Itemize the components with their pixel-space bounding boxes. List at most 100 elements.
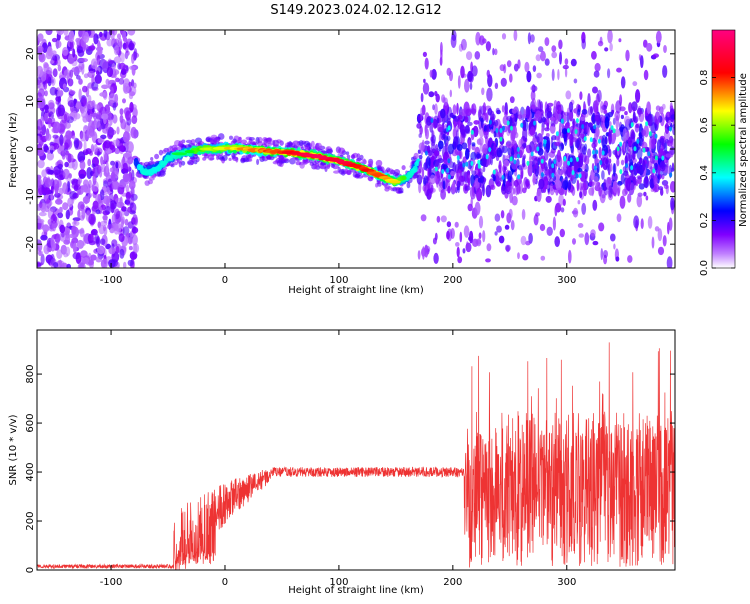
spectrogram-blob: [416, 174, 423, 185]
spectrogram-blob: [668, 217, 673, 231]
spectrogram-blob: [58, 259, 63, 266]
spectrogram-blob: [595, 149, 599, 155]
spectrogram-blob: [80, 58, 88, 63]
spectrogram-blob: [449, 70, 453, 82]
spectrogram-blob: [600, 248, 604, 261]
spectrogram-blob: [498, 235, 505, 244]
spectrogram-blob: [485, 184, 492, 198]
spectrogram-blob: [624, 115, 631, 126]
spectrogram-blob: [485, 41, 491, 52]
spectrogram-blob: [460, 38, 467, 51]
spectrogram-blob: [90, 254, 97, 261]
spectrogram-blob: [511, 195, 518, 206]
spectrogram-blob: [486, 87, 493, 102]
spectrogram-blob: [672, 124, 675, 129]
spectrogram-blob: [313, 163, 318, 170]
spectrogram-blob: [564, 58, 569, 66]
spectrogram-blob: [517, 252, 520, 260]
spectrogram-blob: [295, 161, 302, 166]
spectrogram-blob: [592, 199, 598, 211]
spectrogram-blob: [669, 181, 675, 193]
spectrogram-blob: [96, 236, 101, 248]
spectrogram-blob: [310, 140, 315, 148]
y-tick-label: 10: [25, 95, 36, 108]
spectrogram-blob: [539, 101, 544, 112]
spectrogram-blob: [38, 52, 46, 63]
spectrogram-blob: [346, 170, 352, 175]
spectrogram-blob: [568, 249, 572, 264]
spectrogram-blob: [457, 256, 463, 264]
spectrogram-blob: [608, 121, 612, 127]
spectrogram-blob: [187, 160, 194, 166]
spectrogram-blob: [461, 142, 468, 150]
spectrogram-blob: [647, 160, 653, 170]
spectrogram-blob: [495, 107, 500, 115]
spectrogram-blob: [598, 222, 605, 232]
spectrogram-blob: [77, 151, 86, 163]
snr-y-label: SNR (10 * v/v): [8, 414, 19, 485]
spectrogram-blob: [281, 158, 289, 162]
spectrogram-blob: [595, 127, 600, 138]
spectrogram-blob: [478, 215, 484, 229]
spectrogram-blob: [452, 104, 457, 116]
spectrogram-blob: [59, 231, 67, 242]
spectrogram-blob: [440, 215, 447, 223]
spectrogram-blob: [594, 62, 601, 72]
spectrogram-blob: [493, 130, 497, 138]
spectrogram-y-label: Frequency (Hz): [8, 112, 19, 188]
spectrogram-blob: [110, 160, 115, 166]
spectrogram-blob: [113, 56, 122, 64]
spectrogram-blob: [446, 221, 452, 228]
spectrogram-blob: [46, 151, 54, 161]
spectrogram-blob: [510, 125, 513, 131]
spectrogram-blob: [84, 125, 91, 130]
spectrogram-blob: [424, 150, 428, 156]
spectrogram-blob: [466, 241, 469, 250]
spectrogram-blob: [127, 132, 131, 141]
spectrogram-blob: [604, 186, 608, 196]
spectrogram-blob: [663, 45, 667, 53]
spectrogram-blob: [555, 131, 559, 137]
spectrogram-blob: [106, 66, 114, 78]
spectrogram-blob: [486, 124, 490, 132]
spectrogram-blob: [647, 216, 653, 229]
spectrogram-blob: [556, 187, 562, 194]
spectrogram-blob: [100, 156, 104, 165]
spectrogram-blob: [463, 225, 470, 238]
spectrogram-blob: [247, 154, 251, 160]
spectrogram-marks: [37, 30, 675, 268]
spectrogram-blob: [47, 149, 51, 154]
snr-marks: [37, 342, 675, 570]
spectrogram-blob: [63, 113, 68, 122]
spectrogram-blob: [96, 54, 101, 66]
spectrogram-blob: [579, 191, 583, 199]
spectrogram-blob: [53, 262, 59, 268]
spectrogram-blob: [276, 159, 283, 167]
spectrogram-blob: [543, 139, 547, 145]
spectrogram-blob: [600, 101, 604, 114]
spectrogram-blob: [37, 79, 41, 86]
spectrogram-blob: [447, 125, 451, 131]
spectrogram-blob: [38, 201, 43, 209]
spectrogram-blob: [107, 82, 112, 89]
colorbar-frame: [711, 29, 736, 269]
spectrogram-blob: [477, 163, 481, 169]
spectrogram-blob: [597, 138, 601, 144]
spectrogram-blob: [575, 118, 579, 124]
spectrogram-blob: [375, 159, 383, 167]
spectrogram-blob: [181, 160, 186, 166]
spectrogram-blob: [501, 183, 507, 195]
spectrogram-blob: [107, 59, 114, 65]
spectrogram-blob: [113, 225, 120, 235]
spectrogram-blob: [482, 102, 487, 116]
spectrogram-blob: [79, 173, 86, 179]
spectrogram-blob: [573, 78, 578, 84]
spectrogram-blob: [619, 169, 623, 175]
spectrogram-blob: [486, 243, 492, 252]
spectrogram-blob: [608, 130, 612, 145]
spectrogram-blob: [110, 30, 115, 41]
spectrogram-blob: [503, 63, 507, 74]
spectrogram-blob: [511, 125, 518, 136]
spectrogram-blob: [80, 204, 85, 210]
spectrogram-blob: [610, 125, 614, 131]
